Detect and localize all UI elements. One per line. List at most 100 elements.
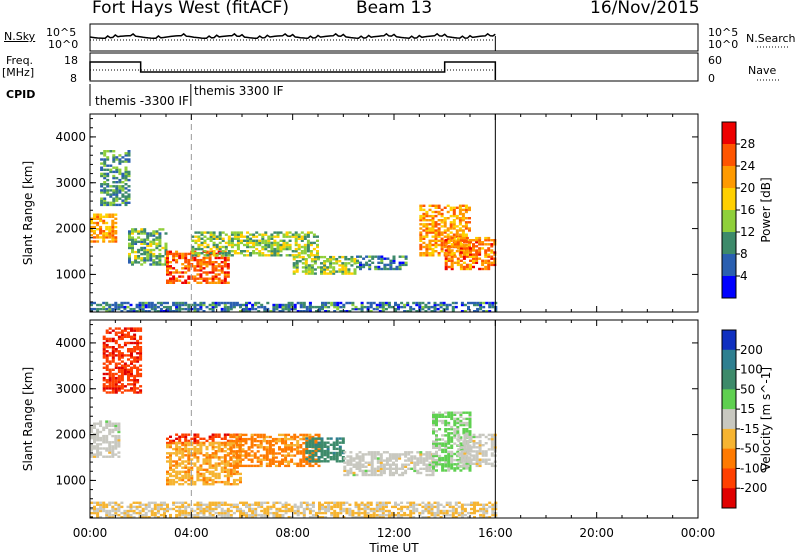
velocity-cell-3 (235, 483, 239, 486)
power-cell-6 (392, 259, 396, 262)
power-cell-7 (428, 219, 432, 222)
power-cell-9 (147, 303, 151, 307)
velocity-cell-6 (370, 469, 374, 473)
velocity-cell-7 (456, 467, 460, 470)
velocity-cell-3 (187, 450, 191, 453)
power-cell-3 (199, 265, 203, 268)
power-cell-4 (276, 231, 280, 234)
power-cell-5 (353, 272, 357, 275)
power-cell-4 (255, 243, 259, 247)
power-cell-1 (124, 183, 128, 186)
power-cell-8 (469, 263, 472, 267)
power-cell-4 (230, 237, 234, 240)
velocity-cell-9 (357, 509, 361, 513)
velocity-cell-6 (401, 471, 405, 475)
velocity-cell-9 (178, 513, 182, 517)
power-cell-0 (102, 236, 106, 239)
velocity-cell-6 (404, 465, 408, 468)
velocity-cell-0 (111, 451, 115, 454)
power-cell-7 (428, 208, 432, 212)
power-cell-5 (353, 262, 357, 265)
power-cell-4 (236, 247, 240, 251)
velocity-cell-7 (459, 436, 463, 439)
velocity-cell-0 (108, 422, 112, 425)
power-cell-1 (112, 185, 116, 188)
velocity-cell-9 (333, 505, 337, 509)
power-cell-3 (211, 275, 215, 278)
velocity-cell-9 (318, 509, 321, 513)
power-cell-4 (279, 250, 283, 253)
power-cell-4 (240, 231, 243, 234)
velocity-cell-7 (450, 432, 454, 435)
velocity-cell-3 (193, 454, 197, 457)
power-cell-3 (196, 273, 200, 276)
velocity-cell-9 (147, 505, 151, 509)
velocity-cell-9 (184, 501, 188, 504)
velocity-cell-9 (141, 516, 145, 519)
velocity-cell-5 (311, 437, 315, 440)
velocity-cell-3 (220, 460, 224, 463)
velocity-cell-4 (265, 454, 269, 457)
velocity-cell-3 (217, 450, 221, 453)
velocity-cell-5 (311, 449, 315, 453)
power-cell-5 (347, 270, 351, 273)
velocity-cell-1 (136, 343, 140, 347)
velocity-cell-9 (284, 505, 288, 509)
power-cell-9 (242, 310, 245, 313)
velocity-cell-9 (308, 503, 312, 506)
velocity-cell-4 (229, 458, 233, 461)
power-cell-8 (465, 267, 469, 271)
velocity-cell-4 (274, 439, 278, 443)
velocity-cell-9 (381, 505, 385, 509)
velocity-cell-5 (308, 441, 312, 444)
velocity-cell-5 (332, 445, 336, 448)
velocity-cell-9 (321, 507, 324, 511)
power-cell-5 (313, 258, 317, 261)
velocity-cell-9 (442, 511, 446, 515)
power-cell-0 (105, 221, 109, 225)
power-cell-9 (263, 307, 267, 311)
velocity-cell-6 (358, 467, 362, 470)
velocity-cell-4 (271, 462, 275, 465)
velocity-cell-7 (435, 419, 438, 423)
power-cell-8 (462, 257, 466, 260)
power-cell-2 (161, 228, 165, 231)
velocity-cell-1 (120, 376, 124, 380)
power-cell-2 (158, 228, 162, 231)
velocity-cell-9 (108, 516, 112, 519)
velocity-cell-9 (311, 516, 315, 519)
power-cell-2 (137, 248, 141, 252)
velocity-cell-4 (284, 437, 288, 441)
power-cell-1 (127, 154, 131, 157)
velocity-cell-9 (117, 505, 121, 509)
velocity-cell-9 (141, 503, 145, 506)
velocity-cell-3 (169, 458, 172, 461)
velocity-cell-9 (451, 513, 455, 517)
velocity-cell-9 (105, 503, 109, 506)
velocity-cell-4 (299, 464, 303, 468)
velocity-cell-8 (472, 444, 476, 447)
velocity-cell-9 (196, 511, 200, 515)
power-cell-1 (112, 150, 116, 153)
velocity-cell-3 (211, 441, 215, 445)
velocity-cell-3 (199, 441, 203, 445)
velocity-cell-5 (341, 460, 345, 463)
velocity-cell-3 (205, 480, 209, 484)
velocity-cell-6 (425, 457, 429, 460)
velocity-cell-9 (436, 503, 440, 506)
power-cell-9 (90, 307, 93, 311)
velocity-cell-7 (444, 469, 448, 472)
power-cell-5 (304, 264, 308, 267)
power-cell-9 (111, 303, 115, 307)
power-cell-2 (131, 236, 134, 239)
velocity-cell-9 (120, 516, 124, 519)
velocity-cell-9 (196, 505, 200, 509)
velocity-cell-4 (278, 448, 281, 451)
power-cell-9 (418, 303, 422, 307)
power-cell-2 (152, 261, 156, 264)
velocity-cell-4 (253, 437, 257, 441)
power-cell-1 (100, 199, 104, 202)
power-cell-8 (456, 236, 460, 240)
power-cell-7 (443, 245, 447, 249)
velocity-cell-9 (257, 513, 261, 517)
